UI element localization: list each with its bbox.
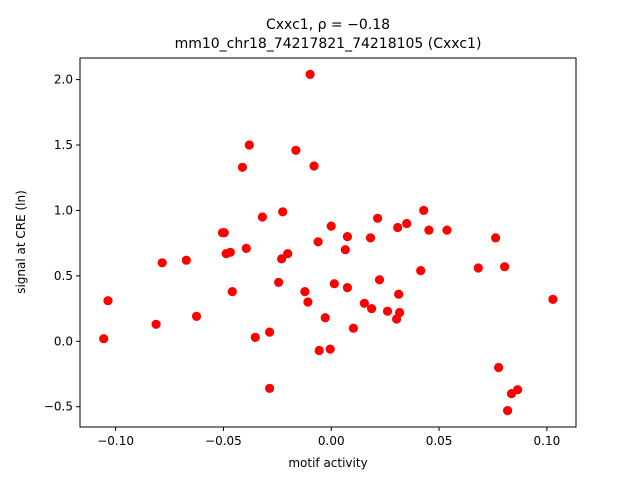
data-point xyxy=(257,212,267,222)
data-point xyxy=(394,289,404,299)
data-point xyxy=(157,258,167,268)
data-point xyxy=(326,221,336,231)
data-point xyxy=(181,255,191,265)
y-tick-label: 1.5 xyxy=(54,138,73,152)
data-point xyxy=(367,304,377,314)
data-point xyxy=(500,262,510,272)
x-tick-label: −0.05 xyxy=(205,434,242,448)
y-tick-label: 0.0 xyxy=(54,334,73,348)
y-tick-label: 1.0 xyxy=(54,203,73,217)
data-point xyxy=(303,297,313,307)
data-point xyxy=(277,254,287,264)
data-point xyxy=(329,279,339,289)
data-point xyxy=(416,266,426,276)
data-point xyxy=(513,385,523,395)
data-point xyxy=(373,213,383,223)
data-point xyxy=(241,243,251,253)
data-point xyxy=(103,296,113,306)
data-point xyxy=(393,222,403,233)
data-point xyxy=(320,313,330,323)
data-point xyxy=(491,233,501,243)
data-point xyxy=(283,249,293,259)
data-point xyxy=(342,283,352,293)
data-point xyxy=(309,161,319,171)
data-point xyxy=(265,327,275,337)
data-point xyxy=(305,69,315,79)
data-point xyxy=(225,247,235,257)
data-point xyxy=(494,362,504,373)
data-point xyxy=(548,294,558,304)
plot-frame xyxy=(79,57,577,428)
data-point xyxy=(340,245,350,255)
data-point xyxy=(325,344,335,354)
x-axis-ticks: −0.10 −0.05 0.00 0.05 0.10 xyxy=(97,427,560,448)
data-point xyxy=(291,145,301,155)
y-tick-label: −0.5 xyxy=(44,400,73,414)
y-axis-ticks: −0.5 0.0 0.5 1.0 1.5 2.0 xyxy=(44,73,80,414)
chart-subtitle: mm10_chr18_74217821_74218105 (Cxxc1) xyxy=(175,36,482,52)
x-tick-label: 0.10 xyxy=(534,434,561,448)
data-point xyxy=(342,232,352,242)
data-point xyxy=(365,233,376,243)
data-point xyxy=(250,332,260,342)
data-point xyxy=(244,140,254,150)
data-point xyxy=(424,225,434,235)
x-tick-label: 0.00 xyxy=(318,434,345,448)
data-point xyxy=(191,311,202,321)
y-tick-label: 2.0 xyxy=(54,73,73,87)
data-point xyxy=(442,225,452,235)
data-point xyxy=(473,263,483,273)
data-point xyxy=(313,237,323,247)
data-point xyxy=(395,307,405,318)
data-point xyxy=(278,207,288,217)
data-point xyxy=(227,287,237,297)
data-point xyxy=(402,218,412,229)
data-point xyxy=(274,277,284,287)
data-point xyxy=(151,319,161,329)
data-point xyxy=(503,406,513,416)
data-point xyxy=(359,298,369,308)
x-axis-label: motif activity xyxy=(288,456,367,470)
data-point xyxy=(382,306,393,316)
points-layer xyxy=(99,69,558,416)
chart-title: Cxxc1, ρ = −0.18 xyxy=(266,17,390,33)
data-point xyxy=(300,287,310,297)
data-point xyxy=(374,275,385,285)
data-point xyxy=(237,162,247,172)
y-tick-label: 0.5 xyxy=(54,269,73,283)
x-tick-label: −0.10 xyxy=(97,434,134,448)
data-point xyxy=(99,334,109,344)
y-axis-label: signal at CRE (ln) xyxy=(14,190,28,294)
data-point xyxy=(265,383,275,393)
data-point xyxy=(419,205,429,215)
data-point xyxy=(314,345,324,356)
x-tick-label: 0.05 xyxy=(426,434,453,448)
data-point xyxy=(348,323,358,333)
data-point xyxy=(219,228,229,238)
